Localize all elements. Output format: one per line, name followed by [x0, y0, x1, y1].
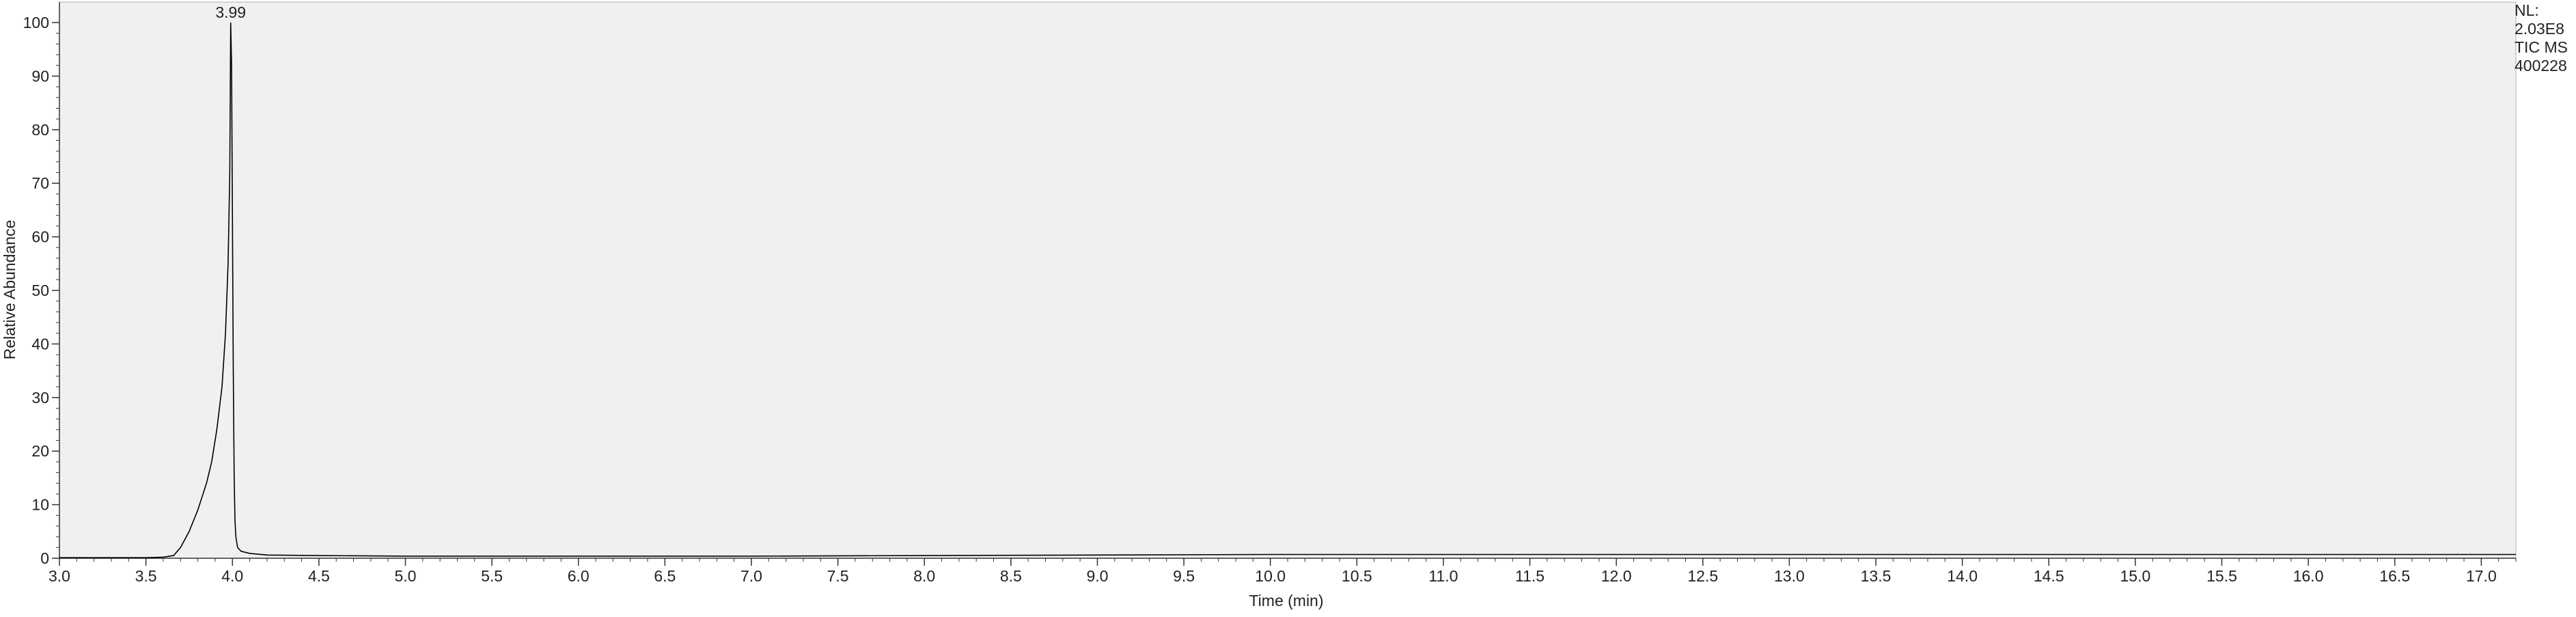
x-tick-label: 4.5	[308, 567, 330, 585]
x-tick-label: 4.0	[221, 567, 243, 585]
x-tick-label: 17.0	[2466, 567, 2497, 585]
x-tick-label: 16.5	[2379, 567, 2410, 585]
x-tick-label: 10.0	[1255, 567, 1286, 585]
x-tick-label: 6.0	[568, 567, 590, 585]
x-tick-label: 12.5	[1687, 567, 1718, 585]
x-tick-label: 9.0	[1086, 567, 1108, 585]
y-tick-label: 60	[31, 228, 49, 246]
x-tick-label: 8.0	[913, 567, 935, 585]
x-tick-label: 15.0	[2120, 567, 2150, 585]
plot-area	[59, 1, 2517, 559]
nl-value: 2.03E8	[2515, 20, 2564, 38]
series-group	[59, 22, 2516, 559]
x-tick-label: 12.0	[1601, 567, 1632, 585]
x-tick-label: 13.5	[1861, 567, 1892, 585]
y-axis: 0 10 20 30 40 50 60 70 80 90 100	[23, 14, 59, 567]
y-tick-label: 20	[31, 442, 49, 460]
tic-trace	[59, 22, 2516, 559]
nl-label: NL:	[2515, 1, 2539, 19]
peak-label: 3.99	[215, 3, 246, 21]
x-tick-label: 16.0	[2293, 567, 2324, 585]
x-tick-label: 6.5	[654, 567, 676, 585]
y-tick-label: 0	[40, 549, 49, 567]
y-tick-label: 100	[23, 14, 49, 31]
scan-type: TIC MS	[2515, 38, 2568, 56]
y-tick-label: 70	[31, 174, 49, 192]
x-axis-title: Time (min)	[1249, 592, 1323, 609]
y-tick-label: 90	[31, 67, 49, 85]
x-tick-label: 8.5	[1000, 567, 1022, 585]
x-tick-label: 11.0	[1428, 567, 1458, 585]
x-tick-label: 11.5	[1515, 567, 1545, 585]
normalization-info: NL: 2.03E8 TIC MS 400228	[2515, 1, 2568, 75]
x-tick-label: 3.5	[135, 567, 157, 585]
y-tick-label: 40	[31, 335, 49, 353]
x-tick-label: 15.5	[2206, 567, 2237, 585]
y-tick-label: 80	[31, 121, 49, 139]
x-tick-label: 3.0	[49, 567, 70, 585]
y-axis-title: Relative Abundance	[1, 220, 18, 360]
x-tick-label: 10.5	[1342, 567, 1372, 585]
x-tick-label: 7.0	[740, 567, 762, 585]
x-tick-label: 14.5	[2034, 567, 2064, 585]
y-tick-label: 30	[31, 389, 49, 407]
x-tick-label: 13.0	[1774, 567, 1805, 585]
x-tick-label: 7.5	[827, 567, 849, 585]
sample-id: 400228	[2515, 57, 2567, 74]
x-tick-label: 5.5	[481, 567, 503, 585]
y-tick-label: 50	[31, 282, 49, 299]
x-tick-label: 14.0	[1947, 567, 1978, 585]
y-tick-label: 10	[31, 496, 49, 514]
x-axis: 3.0 3.5 4.0 4.5 5.0 5.5 6.0 6.5 7.0 7.5 8.0 8.5 9.0 9…	[49, 558, 2517, 585]
x-tick-label: 5.0	[394, 567, 416, 585]
x-tick-label: 9.5	[1173, 567, 1195, 585]
annotations: 3.99	[215, 3, 246, 21]
